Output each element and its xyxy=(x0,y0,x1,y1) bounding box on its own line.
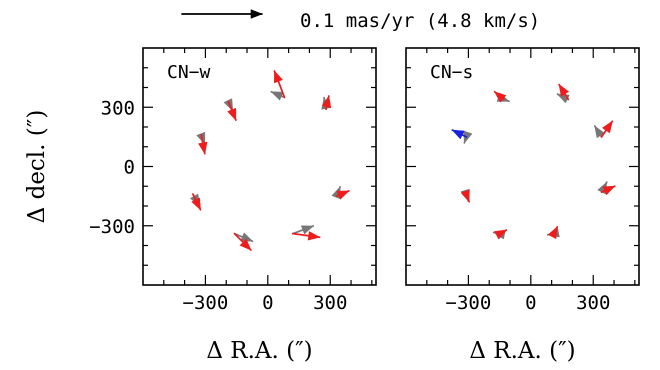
red-vector-arrow xyxy=(494,229,508,240)
x-tick-label: 0 xyxy=(525,292,536,314)
red-vector-arrow xyxy=(233,232,252,251)
y-tick-label: 300 xyxy=(101,97,135,119)
gray-vector-arrow xyxy=(196,131,206,145)
red-vector-arrow xyxy=(191,193,202,211)
tick-marks xyxy=(143,48,376,285)
red-vector-arrow xyxy=(273,70,286,99)
plot-frame xyxy=(405,47,640,286)
red-vector-arrow xyxy=(548,226,559,239)
panel-cn-s: −300 0 300 Δ R.A. (″) CN−s xyxy=(405,47,640,364)
panel-cn-w: −300 0 300 −300 0 300 Δ R.A. (″) Δ decl. (″) CN−… xyxy=(24,47,377,364)
gray-vector-arrow xyxy=(593,125,605,138)
x-tick-label: 0 xyxy=(262,292,273,314)
vector-set xyxy=(451,83,616,240)
red-vector-arrow xyxy=(291,231,321,241)
x-tick-label: 300 xyxy=(576,292,610,314)
tick-marks xyxy=(406,48,639,285)
red-vector-arrow xyxy=(322,95,332,111)
y-tick-label: 0 xyxy=(124,157,135,179)
y-axis-title: Δ decl. (″) xyxy=(24,110,50,224)
y-tick-label: −300 xyxy=(89,216,135,238)
red-vector-arrow xyxy=(558,83,570,101)
gray-vector-arrow xyxy=(291,225,315,235)
scale-bar: 0.1 mas/yr (4.8 km/s) xyxy=(181,9,540,32)
red-vector-arrow xyxy=(460,189,470,203)
x-axis-title: Δ R.A. (″) xyxy=(206,338,312,364)
red-vector-arrow xyxy=(493,90,507,103)
x-tick-label: 300 xyxy=(313,292,347,314)
panel-label: CN−w xyxy=(167,62,211,83)
scale-bar-arrow xyxy=(181,9,263,19)
red-vector-arrow xyxy=(198,134,208,155)
red-vector-arrow xyxy=(600,185,616,195)
x-tick-label: −300 xyxy=(446,292,492,314)
vector-set xyxy=(190,70,350,251)
red-vector-arrow xyxy=(600,120,614,138)
plot-frame xyxy=(142,47,377,286)
gray-vector-arrow xyxy=(270,90,286,101)
gray-vector-arrow xyxy=(463,130,473,144)
red-vector-arrow xyxy=(335,190,350,200)
x-tick-label: −300 xyxy=(183,292,229,314)
scale-bar-label: 0.1 mas/yr (4.8 km/s) xyxy=(300,10,540,32)
panel-label: CN−s xyxy=(430,62,473,83)
x-axis-title: Δ R.A. (″) xyxy=(469,338,575,364)
blue-vector-arrow xyxy=(451,129,468,140)
red-vector-arrow xyxy=(227,100,237,121)
